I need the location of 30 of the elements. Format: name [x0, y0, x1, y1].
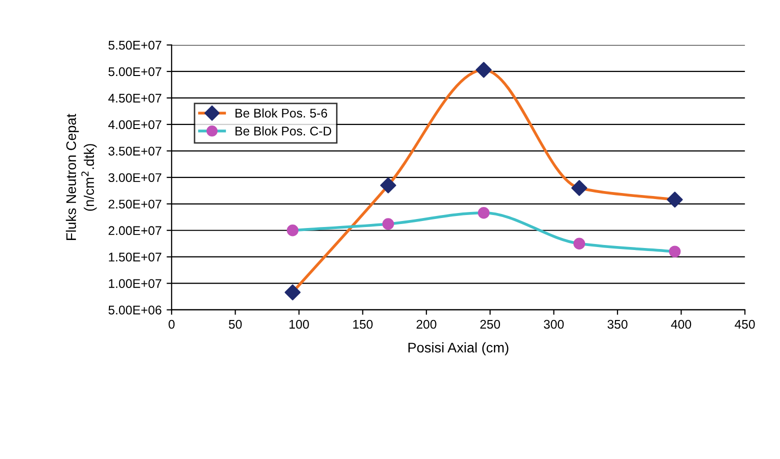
- y-tick-label: 5.50E+07: [108, 40, 162, 50]
- point: [380, 177, 396, 194]
- y-tick-label: 3.00E+07: [108, 173, 162, 182]
- point: [476, 62, 492, 78]
- x-tick-label: 450: [734, 320, 755, 329]
- point: [571, 180, 588, 196]
- legend-label: Be Blok Pos. C-D: [236, 126, 332, 136]
- legend-label: Be Blok Pos. 5-6: [236, 108, 328, 118]
- y-tick-label: 5.00E+06: [108, 306, 162, 314]
- y-tick-label: 1.50E+07: [108, 252, 162, 262]
- y-tick-label: 5.00E+07: [108, 67, 162, 76]
- x-tick-label: 100: [290, 320, 309, 329]
- y-tick-label: 1.00E+07: [108, 279, 162, 288]
- x-tick-label: 0: [168, 320, 175, 329]
- point: [284, 284, 301, 300]
- y-tick-label: 4.00E+07: [108, 120, 162, 130]
- y-tick-label: 2.50E+07: [108, 200, 162, 209]
- x-axis-title: Posisi Axial (cm): [408, 342, 508, 356]
- y-tick-label: 3.50E+07: [108, 146, 162, 156]
- x-tick-label: 400: [671, 320, 692, 329]
- x-tick-label: 50: [228, 320, 242, 329]
- x-tick-label: 300: [544, 320, 564, 329]
- point: [666, 192, 683, 208]
- y-tick-label: 2.00E+07: [108, 226, 162, 236]
- x-tick-label: 250: [480, 320, 500, 329]
- x-tick-label: 150: [353, 320, 373, 329]
- x-tick-label: 200: [416, 320, 436, 329]
- y-tick-label: 4.50E+07: [108, 94, 162, 103]
- x-tick-label: 350: [608, 320, 628, 329]
- y-axis-title: Fluks Neutron Cepat (n/cm$^{2}$.dtk): [66, 114, 97, 240]
